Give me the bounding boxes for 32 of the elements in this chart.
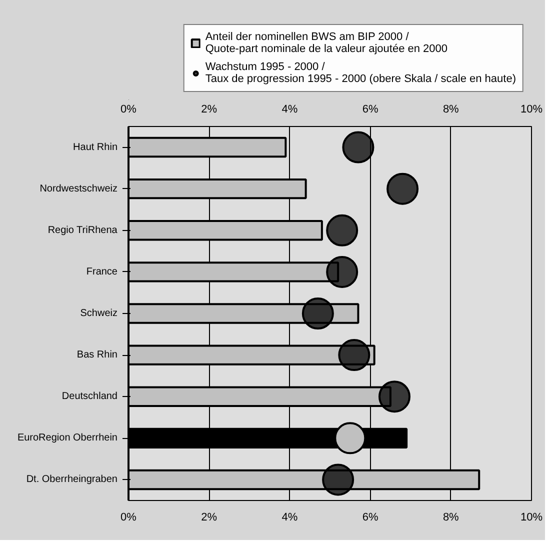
x-tick-label: 6% bbox=[362, 104, 378, 116]
point bbox=[334, 422, 366, 454]
point bbox=[326, 214, 358, 246]
y-tick-label: Regio TriRhena bbox=[48, 224, 118, 236]
x-tick-label: 4% bbox=[282, 104, 298, 116]
x2-tick-label: 10% bbox=[520, 512, 543, 524]
point bbox=[326, 256, 358, 288]
y-tick-label: Nordwestschweiz bbox=[40, 183, 118, 194]
y-tick-label: EuroRegion Oberrhein bbox=[17, 432, 118, 444]
legend-label: Anteil der nominellen BWS am BIP 2000 / Quote-part nominale de la valeur ajoutée en 2000 bbox=[205, 31, 448, 55]
x2-tick-label: 6% bbox=[362, 512, 378, 524]
point bbox=[342, 131, 374, 164]
x2-tick-label: 4% bbox=[282, 512, 298, 524]
x-tick-label: 8% bbox=[442, 104, 460, 116]
x-tick-label: 0% bbox=[120, 104, 137, 116]
point bbox=[338, 339, 370, 372]
x-tick-label: 2% bbox=[201, 104, 218, 116]
y-tick-label: Schweiz bbox=[80, 308, 118, 319]
point bbox=[386, 172, 419, 205]
point bbox=[302, 298, 334, 330]
y-tick-label: Deutschland bbox=[62, 391, 118, 402]
y-tick-label: Bas Rhin bbox=[76, 350, 118, 361]
y-tick-label: France bbox=[86, 266, 118, 278]
x2-tick-label: 0% bbox=[120, 512, 137, 524]
y-tick-label: Haut Rhin bbox=[73, 142, 118, 153]
legend-label: Wachstum 1995 - 2000 / Taux de progression 1995 - 2000 (obere Skala / scale en haute) bbox=[205, 61, 516, 85]
point bbox=[322, 464, 354, 496]
x-tick-label: 10% bbox=[520, 104, 543, 116]
point bbox=[378, 380, 410, 413]
y-tick-label: Dt. Oberrheingraben bbox=[26, 474, 118, 486]
x2-tick-label: 2% bbox=[201, 512, 218, 524]
x2-tick-label: 8% bbox=[442, 512, 460, 524]
